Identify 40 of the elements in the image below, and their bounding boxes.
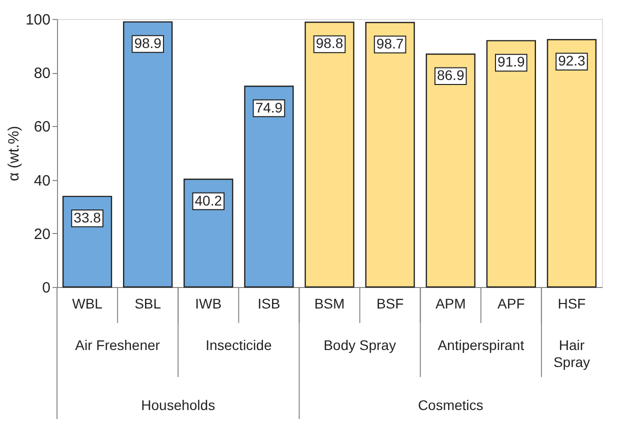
y-tick-label: 40 [34,172,50,190]
text: Insecticide [206,337,272,353]
data-label: 98.8 [316,35,344,52]
x-tick-label: SBL [134,296,162,312]
text: Hair Spray [553,337,590,370]
x-tick-label: APM [435,296,466,312]
data-label: 98.7 [376,35,404,52]
y-tick-label: 60 [34,118,50,136]
text: Air Freshener [75,337,160,353]
x-tick-label: APF [498,296,525,312]
data-label: 74.9 [255,99,283,116]
bar [184,178,234,288]
text: Body Spray [324,337,396,353]
data-label: 92.3 [558,52,586,69]
bar [365,22,415,288]
text: Cosmetics [418,397,484,413]
y-tick-label: 80 [34,65,50,82]
x-tick-label: ISB [258,296,280,312]
data-label: 33.8 [74,209,102,226]
y-tick-label: 20 [34,226,50,243]
x-tick-label: BSF [376,296,404,312]
bar [244,86,294,288]
bar [426,54,476,288]
bar [486,40,536,288]
data-label: 91.9 [498,54,526,70]
bar [546,39,597,288]
x-tick-label: BSM [314,296,345,312]
x-tick-label: IWB [195,296,222,312]
bar [123,21,173,288]
data-label: 86.9 [436,67,464,84]
y-axis-title: α (wt.%) [5,126,22,182]
text: Antiperspirant [438,337,524,353]
text: Households [141,397,216,413]
y-tick-label: 100 [25,12,50,28]
x-tick-label: WBL [72,296,103,312]
data-label: 40.2 [194,192,222,208]
bar [304,22,354,288]
data-label: 98.9 [134,34,162,51]
x-tick-label: HSF [558,296,586,312]
y-tick-label: 0 [42,280,50,296]
